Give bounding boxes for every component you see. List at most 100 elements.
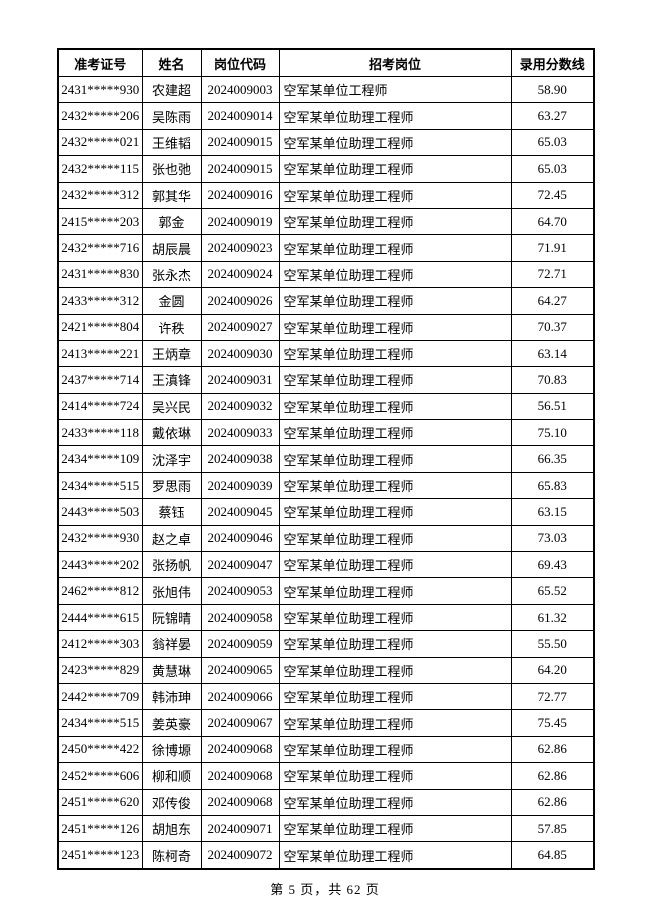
job-title-cell: 空军某单位助理工程师 xyxy=(278,656,512,684)
job-title-cell: 空军某单位助理工程师 xyxy=(278,445,512,473)
job-code-cell: 2024009015 xyxy=(200,155,280,183)
name-cell: 金圆 xyxy=(141,287,202,315)
job-title-cell: 空军某单位助理工程师 xyxy=(278,155,512,183)
table-row: 2432*****716 胡辰晨 2024009023 空军某单位助理工程师 71.91 xyxy=(57,234,595,262)
exam-id-cell: 2434*****515 xyxy=(57,471,143,500)
table-row: 2414*****724 吴兴民 2024009032 空军某单位助理工程师 56.51 xyxy=(57,392,595,421)
name-cell: 姜英豪 xyxy=(141,709,202,737)
table-row: 2443*****202 张扬帆 2024009047 空军某单位助理工程师 69.43 xyxy=(57,551,595,579)
name-cell: 郭其华 xyxy=(141,181,202,209)
table-row: 2444*****615 阮锦晴 2024009058 空军某单位助理工程师 61.32 xyxy=(57,603,595,632)
name-cell: 沈泽宇 xyxy=(141,445,202,473)
name-cell: 戴依琳 xyxy=(141,419,202,447)
table-row: 2437*****714 王滇锋 2024009031 空军某单位助理工程师 70.83 xyxy=(57,366,595,394)
job-code-cell: 2024009053 xyxy=(200,577,280,605)
job-title-cell: 空军某单位助理工程师 xyxy=(278,207,512,236)
exam-id-cell: 2444*****615 xyxy=(57,603,143,632)
name-cell: 吴兴民 xyxy=(141,392,202,421)
table-row: 2421*****804 许秩 2024009027 空军某单位助理工程师 70.37 xyxy=(57,313,595,341)
job-title-cell: 空军某单位助理工程师 xyxy=(278,287,512,315)
exam-id-cell: 2434*****515 xyxy=(57,709,143,737)
table-row: 2432*****206 吴陈雨 2024009014 空军某单位助理工程师 63.27 xyxy=(57,102,595,130)
score-cell: 71.91 xyxy=(510,234,595,262)
job-title-cell: 空军某单位助理工程师 xyxy=(278,392,512,421)
column-header-2: 岗位代码 xyxy=(200,48,280,77)
score-cell: 63.15 xyxy=(510,498,595,526)
name-cell: 张也弛 xyxy=(141,155,202,183)
exam-id-cell: 2432*****312 xyxy=(57,181,143,209)
job-title-cell: 空军某单位助理工程师 xyxy=(278,603,512,632)
name-cell: 胡辰晨 xyxy=(141,234,202,262)
score-cell: 65.03 xyxy=(510,155,595,183)
exam-id-cell: 2452*****606 xyxy=(57,762,143,790)
job-title-cell: 空军某单位助理工程师 xyxy=(278,682,512,711)
job-title-cell: 空军某单位助理工程师 xyxy=(278,339,512,368)
job-title-cell: 空军某单位助理工程师 xyxy=(278,260,512,289)
job-code-cell: 2024009003 xyxy=(200,75,280,104)
job-code-cell: 2024009031 xyxy=(200,366,280,394)
exam-id-cell: 2431*****830 xyxy=(57,260,143,289)
score-cell: 64.85 xyxy=(510,841,595,870)
name-cell: 赵之卓 xyxy=(141,524,202,553)
job-code-cell: 2024009039 xyxy=(200,471,280,500)
name-cell: 邓传俊 xyxy=(141,788,202,816)
table-row: 2432*****312 郭其华 2024009016 空军某单位助理工程师 72.45 xyxy=(57,181,595,209)
name-cell: 农建超 xyxy=(141,75,202,104)
table-row: 2432*****021 王维韬 2024009015 空军某单位助理工程师 65.03 xyxy=(57,128,595,157)
job-title-cell: 空军某单位助理工程师 xyxy=(278,551,512,579)
name-cell: 蔡钰 xyxy=(141,498,202,526)
score-cell: 75.45 xyxy=(510,709,595,737)
score-cell: 66.35 xyxy=(510,445,595,473)
job-title-cell: 空军某单位助理工程师 xyxy=(278,524,512,553)
job-code-cell: 2024009071 xyxy=(200,814,280,843)
table-row: 2433*****312 金圆 2024009026 空军某单位助理工程师 64.27 xyxy=(57,287,595,315)
exam-id-cell: 2431*****930 xyxy=(57,75,143,104)
job-code-cell: 2024009047 xyxy=(200,551,280,579)
score-cell: 56.51 xyxy=(510,392,595,421)
score-cell: 75.10 xyxy=(510,419,595,447)
page-number-footer: 第 5 页，共 62 页 xyxy=(270,882,380,897)
name-cell: 柳和顺 xyxy=(141,762,202,790)
exam-id-cell: 2443*****202 xyxy=(57,551,143,579)
table-row: 2434*****515 姜英豪 2024009067 空军某单位助理工程师 75.45 xyxy=(57,709,595,737)
job-title-cell: 空军某单位助理工程师 xyxy=(278,366,512,394)
table-row: 2433*****118 戴依琳 2024009033 空军某单位助理工程师 75.10 xyxy=(57,419,595,447)
name-cell: 胡旭东 xyxy=(141,814,202,843)
job-title-cell: 空军某单位助理工程师 xyxy=(278,128,512,157)
job-code-cell: 2024009068 xyxy=(200,762,280,790)
exam-id-cell: 2451*****123 xyxy=(57,841,143,870)
score-cell: 72.45 xyxy=(510,181,595,209)
score-cell: 72.77 xyxy=(510,682,595,711)
table-row: 2451*****126 胡旭东 2024009071 空军某单位助理工程师 57.85 xyxy=(57,814,595,843)
score-cell: 62.86 xyxy=(510,762,595,790)
exam-id-cell: 2442*****709 xyxy=(57,682,143,711)
exam-id-cell: 2412*****303 xyxy=(57,630,143,658)
exam-id-cell: 2432*****021 xyxy=(57,128,143,157)
job-code-cell: 2024009067 xyxy=(200,709,280,737)
admission-score-table: 准考证号 姓名 岗位代码 招考岗位 录用分数线 2431*****930 农建超 20240… xyxy=(57,48,595,870)
table-header-row: 准考证号 姓名 岗位代码 招考岗位 录用分数线 xyxy=(57,48,595,77)
job-title-cell: 空军某单位助理工程师 xyxy=(278,841,512,870)
job-code-cell: 2024009019 xyxy=(200,207,280,236)
job-title-cell: 空军某单位助理工程师 xyxy=(278,577,512,605)
job-title-cell: 空军某单位助理工程师 xyxy=(278,762,512,790)
table-row: 2423*****829 黄慧琳 2024009065 空军某单位助理工程师 64.20 xyxy=(57,656,595,684)
job-code-cell: 2024009072 xyxy=(200,841,280,870)
table-row: 2434*****109 沈泽宇 2024009038 空军某单位助理工程师 66.35 xyxy=(57,445,595,473)
exam-id-cell: 2432*****716 xyxy=(57,234,143,262)
job-code-cell: 2024009030 xyxy=(200,339,280,368)
score-cell: 61.32 xyxy=(510,603,595,632)
score-cell: 57.85 xyxy=(510,814,595,843)
name-cell: 许秩 xyxy=(141,313,202,341)
exam-id-cell: 2433*****118 xyxy=(57,419,143,447)
column-header-1: 姓名 xyxy=(141,48,202,77)
job-code-cell: 2024009024 xyxy=(200,260,280,289)
job-code-cell: 2024009026 xyxy=(200,287,280,315)
score-cell: 64.70 xyxy=(510,207,595,236)
job-title-cell: 空军某单位助理工程师 xyxy=(278,313,512,341)
job-title-cell: 空军某单位工程师 xyxy=(278,75,512,104)
score-cell: 65.52 xyxy=(510,577,595,605)
exam-id-cell: 2462*****812 xyxy=(57,577,143,605)
score-cell: 70.83 xyxy=(510,366,595,394)
score-cell: 64.20 xyxy=(510,656,595,684)
